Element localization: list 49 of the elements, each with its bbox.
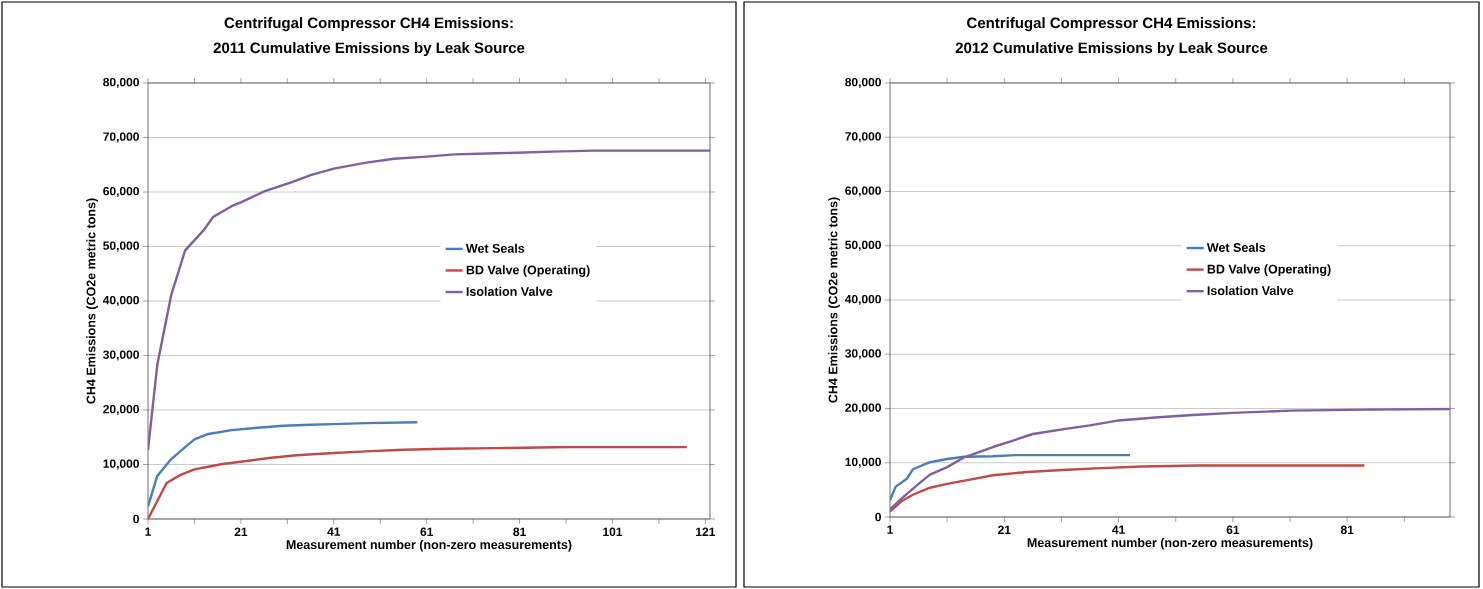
y-tick-label: 40,000	[844, 294, 881, 306]
y-axis-title: CH4 Emissions (CO2e metric tons)	[828, 197, 840, 403]
y-axis-title: CH4 Emissions (CO2e metric tons)	[86, 198, 98, 404]
line-series	[890, 407, 1451, 511]
legend-label: Wet Seals	[1206, 242, 1266, 252]
legend-label: Isolation Valve	[1207, 285, 1294, 296]
y-tick-label: 0	[133, 514, 139, 524]
line-series	[148, 149, 711, 451]
chart-title: Centrifugal Compressor CH4 Emissions:	[967, 17, 1256, 32]
y-tick-label: 0	[875, 512, 881, 522]
y-tick-label: 30,000	[103, 350, 139, 361]
x-tick-label: 1	[887, 525, 894, 534]
x-tick-label: 81	[513, 527, 526, 537]
y-tick-label: 50,000	[845, 240, 881, 251]
x-tick-label: 61	[420, 527, 434, 537]
y-tick-label: 20,000	[845, 403, 881, 414]
x-tick-label: 41	[327, 527, 341, 536]
y-tick-label: 70,000	[103, 132, 139, 143]
y-tick-label: 60,000	[845, 186, 881, 197]
legend-label: BD Valve (Operating)	[1207, 264, 1331, 277]
y-tick-label: 40,000	[102, 295, 139, 307]
x-tick-label: 1	[145, 527, 151, 536]
line-series	[890, 464, 1366, 513]
x-tick-label: 21	[234, 527, 248, 536]
legend-label: BD Valve (Operating)	[466, 265, 590, 277]
chart-title: Centrifugal Compressor CH4 Emissions:	[224, 17, 513, 32]
chart-subtitle: 2011 Cumulative Emissions by Leak Source	[213, 42, 525, 57]
y-tick-label: 80,000	[845, 77, 881, 89]
y-tick-label: 30,000	[845, 349, 881, 360]
x-tick-label: 101	[603, 527, 623, 537]
y-tick-label: 80,000	[103, 77, 139, 89]
y-tick-label: 50,000	[103, 241, 139, 252]
chart-subtitle: 2012 Cumulative Emissions by Leak Source	[955, 42, 1268, 57]
y-tick-label: 10,000	[103, 459, 139, 470]
x-tick-label: 61	[1226, 525, 1240, 535]
y-tick-label: 10,000	[845, 457, 881, 468]
legend-label: Wet Seals	[465, 243, 525, 253]
x-tick-label: 41	[1112, 525, 1125, 534]
legend-label: Isolation Valve	[466, 286, 553, 296]
y-tick-label: 70,000	[845, 132, 881, 143]
line-series	[148, 421, 419, 508]
x-tick-label: 121	[696, 527, 716, 536]
y-tick-label: 20,000	[103, 404, 139, 416]
x-tick-label: 81	[1340, 525, 1354, 535]
x-axis-title: Measurement number (non-zero measurements)	[286, 539, 572, 552]
line-series	[148, 445, 688, 519]
y-tick-label: 60,000	[103, 186, 139, 198]
x-axis-title: Measurement number (non-zero measurements)	[1027, 537, 1313, 550]
x-tick-label: 21	[998, 525, 1011, 534]
